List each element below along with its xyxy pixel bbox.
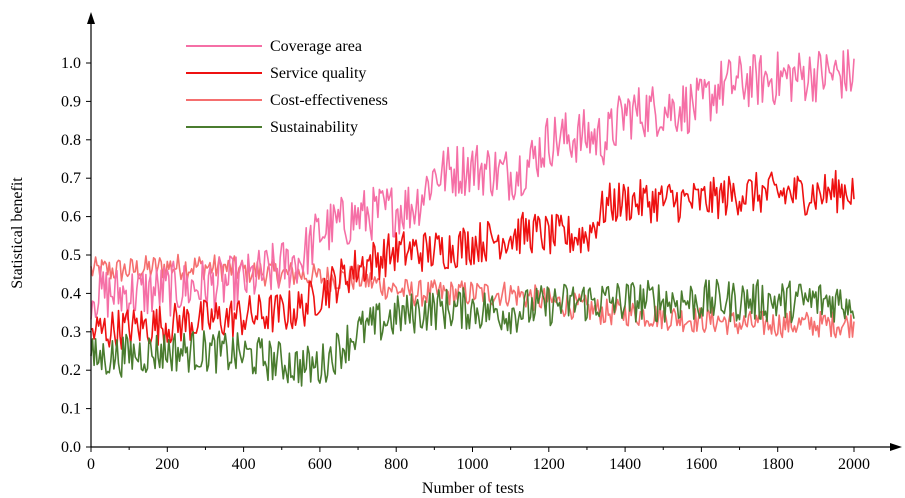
y-tick-label: 0.0 — [61, 439, 81, 456]
x-tick-label: 400 — [232, 456, 256, 473]
x-tick-label: 1000 — [457, 456, 489, 473]
x-tick-label: 1800 — [762, 456, 794, 473]
y-tick-label: 0.5 — [61, 247, 81, 264]
legend: Coverage area Service quality Cost-effecti… — [186, 38, 388, 136]
y-tick-label: 0.2 — [61, 362, 81, 379]
series-line-sustainability — [90, 278, 855, 387]
legend-label: Sustainability — [270, 119, 358, 136]
y-tick-label: 0.9 — [61, 93, 81, 110]
legend-label: Service quality — [270, 65, 366, 82]
y-tick-label: 1.0 — [61, 55, 81, 72]
x-tick-label: 200 — [155, 456, 179, 473]
y-axis-title: Statistical benefit — [9, 177, 26, 289]
series-lines — [90, 49, 855, 387]
x-tick-label: 1400 — [609, 456, 641, 473]
x-axis-arrow — [890, 443, 902, 451]
x-axis-title: Number of tests — [422, 480, 524, 497]
x-tick-label: 1600 — [685, 456, 717, 473]
y-tick-label: 0.8 — [61, 132, 81, 149]
x-tick-label: 800 — [384, 456, 408, 473]
x-tick-label: 0 — [87, 456, 95, 473]
legend-label: Coverage area — [270, 38, 362, 55]
y-axis-arrow — [87, 12, 95, 24]
y-tick-label: 0.3 — [61, 324, 81, 341]
y-tick-label: 0.7 — [61, 170, 81, 187]
x-tick-label: 2000 — [838, 456, 870, 473]
legend-label: Cost-effectiveness — [270, 92, 388, 109]
series-line-service-quality — [90, 169, 855, 352]
y-tick-label: 0.1 — [61, 401, 81, 418]
y-tick-label: 0.4 — [61, 285, 81, 302]
y-tick-label: 0.6 — [61, 209, 81, 226]
axes: 0.0 0.1 0.2 0.3 0.4 0.5 0.6 0.7 0.8 0.9 1.0 0 200 400… — [61, 12, 902, 473]
series-line-coverage-area — [90, 49, 855, 321]
x-tick-label: 600 — [308, 456, 332, 473]
x-tick-label: 1200 — [533, 456, 565, 473]
